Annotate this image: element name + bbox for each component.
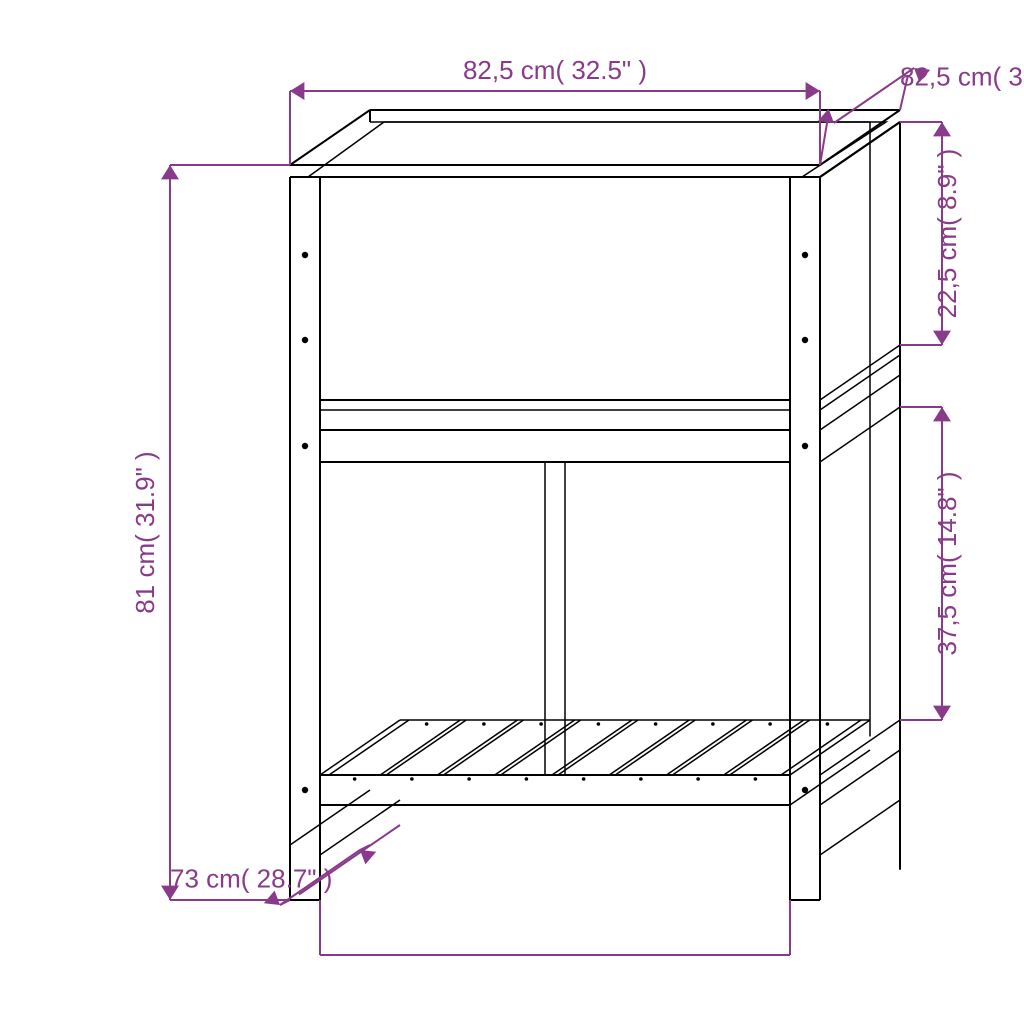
dim-inner-depth: 73 cm( 28.7" ) xyxy=(170,864,332,894)
dimensions xyxy=(170,68,942,955)
dim-shelf-gap: 37,5 cm( 14.8" ) xyxy=(932,471,962,655)
dim-box-depth: 22,5 cm( 8.9" ) xyxy=(932,149,962,319)
bottom-shelf xyxy=(290,720,900,855)
top-rim xyxy=(290,110,900,177)
dim-top-depth: 82,5 cm( 32.5" ) xyxy=(900,62,1024,92)
planter-front-panel xyxy=(302,252,900,793)
front-rail xyxy=(320,375,900,775)
legs xyxy=(290,110,900,900)
dim-top-width: 82,5 cm( 32.5" ) xyxy=(463,55,647,85)
dim-height: 81 cm( 31.9" ) xyxy=(130,451,160,613)
